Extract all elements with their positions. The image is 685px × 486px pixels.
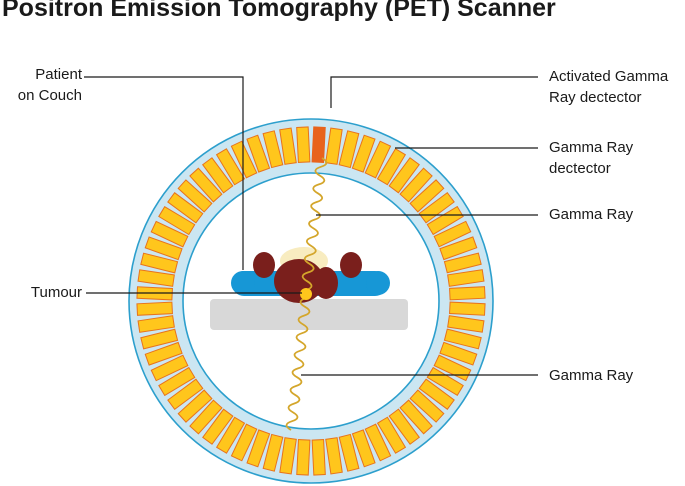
detector-array: [136, 126, 486, 476]
detector: [439, 341, 478, 366]
detector: [325, 437, 343, 475]
detector: [439, 236, 478, 261]
detector: [167, 378, 204, 410]
detector: [433, 220, 472, 248]
detector: [140, 328, 179, 350]
leader-lines: [84, 76, 538, 376]
label-detector: Gamma Ray dectector: [549, 139, 634, 177]
detector: [447, 315, 485, 333]
detector: [279, 437, 297, 475]
detector: [338, 433, 360, 472]
detector: [189, 167, 223, 203]
detector: [399, 399, 433, 435]
label-gamma-ray-lower: Gamma Ray: [549, 367, 634, 384]
detector: [144, 341, 183, 366]
detector: [325, 127, 343, 165]
detector: [376, 148, 407, 186]
detector: [230, 140, 258, 179]
page-title: Positron Emission Tomography (PET) Scann…: [2, 0, 556, 22]
detector: [296, 126, 311, 163]
label-activated-detector: Activated Gamma Ray dectector: [549, 68, 669, 106]
detector: [351, 429, 376, 468]
detector: [351, 134, 376, 173]
leader-activated-detector: [330, 76, 538, 108]
label-tumour: Tumour: [30, 284, 82, 301]
detector: [246, 134, 271, 173]
detector: [246, 429, 271, 468]
gamma-ray-lower-path: [285, 297, 311, 431]
patient-foot-right: [366, 271, 390, 295]
patient-organ-right: [340, 252, 362, 278]
activated-detector: [311, 126, 326, 163]
detector: [177, 179, 213, 213]
detector: [447, 269, 485, 287]
patient-organ-center-right: [314, 267, 338, 299]
detector: [409, 179, 445, 213]
detector: [215, 416, 246, 454]
detector: [449, 286, 486, 301]
detector: [338, 130, 360, 169]
detector: [158, 205, 196, 236]
detector: [189, 399, 223, 435]
patient-couch: [210, 299, 408, 330]
label-gamma-ray-upper: Gamma Ray: [549, 206, 634, 223]
detector: [167, 192, 204, 224]
detector: [262, 130, 284, 169]
detector: [262, 433, 284, 472]
detector: [137, 269, 175, 287]
detector: [202, 157, 234, 194]
detector: [376, 416, 407, 454]
detector: [388, 408, 420, 445]
detector: [443, 252, 482, 274]
detector: [449, 301, 486, 316]
patient-foot-left: [231, 271, 255, 295]
detector: [311, 439, 326, 476]
detector: [158, 366, 196, 397]
detector: [279, 127, 297, 165]
detector: [144, 236, 183, 261]
detector: [136, 301, 173, 316]
detector: [399, 167, 433, 203]
detector: [409, 389, 445, 423]
detector: [215, 148, 246, 186]
detector: [140, 252, 179, 274]
detector: [150, 220, 189, 248]
tumour-dot: [300, 288, 312, 300]
detector: [202, 408, 234, 445]
detector: [230, 423, 258, 462]
detector: [296, 439, 311, 476]
gamma-ray-upper-path: [301, 157, 328, 291]
leader-patient: [84, 76, 244, 270]
detector: [150, 354, 189, 382]
label-patient: Patient on Couch: [17, 66, 82, 104]
detector: [137, 315, 175, 333]
detector: [443, 328, 482, 350]
detector: [364, 423, 392, 462]
detector: [388, 157, 420, 194]
detector: [418, 378, 455, 410]
detector: [177, 389, 213, 423]
patient-organ-left: [253, 252, 275, 278]
detector: [364, 140, 392, 179]
